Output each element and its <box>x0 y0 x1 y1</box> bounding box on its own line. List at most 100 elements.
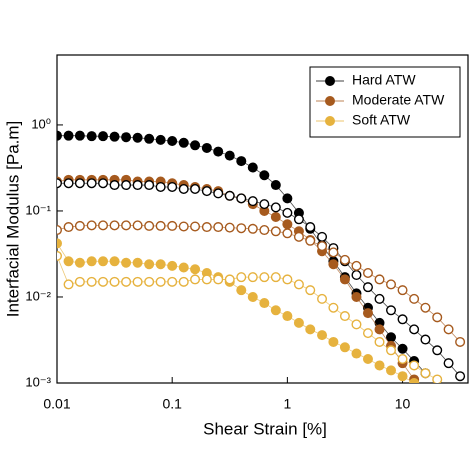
data-point <box>339 254 350 265</box>
data-point <box>57 250 62 261</box>
data-point <box>409 324 420 335</box>
data-point <box>409 293 420 304</box>
data-point <box>374 336 385 347</box>
data-point <box>351 291 362 302</box>
legend-marker <box>325 76 335 86</box>
data-point <box>374 324 385 335</box>
data-point <box>282 193 293 204</box>
data-point <box>201 186 212 197</box>
data-point <box>270 226 281 237</box>
data-point <box>247 196 258 207</box>
data-point <box>432 312 443 323</box>
data-point <box>213 188 224 199</box>
data-point <box>109 131 120 142</box>
data-point <box>98 256 109 267</box>
data-point <box>132 180 143 191</box>
data-point <box>63 279 74 290</box>
series-line <box>57 255 438 380</box>
data-point <box>63 130 74 141</box>
data-point <box>443 358 454 369</box>
data-point <box>420 302 431 313</box>
data-point <box>293 231 304 242</box>
data-point <box>397 371 408 382</box>
data-point <box>167 276 178 287</box>
plot-frame <box>56 54 469 384</box>
data-point <box>74 220 85 231</box>
data-point <box>155 134 166 145</box>
data-point <box>121 220 132 231</box>
data-point <box>190 264 201 275</box>
data-point <box>190 140 201 151</box>
data-point <box>259 225 270 236</box>
data-point <box>178 262 189 273</box>
data-point <box>317 330 328 341</box>
data-point <box>86 276 97 287</box>
data-point <box>213 274 224 285</box>
data-point <box>247 223 258 234</box>
data-point <box>409 378 420 383</box>
data-point <box>190 221 201 232</box>
data-point <box>236 272 247 283</box>
data-point <box>328 259 339 270</box>
data-point <box>236 156 247 167</box>
data-point <box>293 317 304 328</box>
data-point <box>167 260 178 271</box>
data-point <box>351 270 362 281</box>
data-point <box>270 272 281 283</box>
data-point <box>74 276 85 287</box>
data-point <box>432 374 443 383</box>
data-point <box>178 221 189 232</box>
data-point <box>362 267 373 278</box>
data-point <box>328 336 339 347</box>
data-point <box>247 162 258 173</box>
data-point <box>57 238 62 249</box>
data-point <box>224 274 235 285</box>
data-point <box>213 146 224 157</box>
data-point <box>86 220 97 231</box>
y-axis-label: Interfacial Modulus [Pa.m] <box>3 121 22 318</box>
data-point <box>132 257 143 268</box>
data-point <box>98 276 109 287</box>
data-point <box>270 202 281 213</box>
data-point <box>236 285 247 296</box>
data-point <box>397 354 408 365</box>
data-point <box>455 371 466 382</box>
data-point <box>443 324 454 335</box>
data-point <box>57 130 62 141</box>
data-point <box>374 360 385 371</box>
data-point <box>109 256 120 267</box>
data-point <box>397 314 408 325</box>
data-point <box>293 279 304 290</box>
data-point <box>293 214 304 225</box>
data-point <box>328 302 339 313</box>
legend-label: Soft ATW <box>352 112 411 128</box>
data-point <box>247 291 258 302</box>
data-point <box>63 256 74 267</box>
data-point <box>224 190 235 201</box>
data-point <box>339 274 350 285</box>
data-point <box>178 276 189 287</box>
data-point <box>121 132 132 143</box>
x-tick-label: 0.01 <box>43 396 70 412</box>
data-point <box>270 180 281 191</box>
data-point <box>144 259 155 270</box>
data-point <box>351 260 362 271</box>
data-point <box>86 131 97 142</box>
data-point <box>339 311 350 322</box>
data-point <box>282 207 293 218</box>
data-point <box>178 137 189 148</box>
data-point <box>178 183 189 194</box>
data-point <box>57 225 62 236</box>
data-point <box>305 235 316 246</box>
x-tick-label: 10 <box>395 396 411 412</box>
data-point <box>132 276 143 287</box>
data-point <box>155 220 166 231</box>
data-point <box>374 293 385 304</box>
data-point <box>362 328 373 339</box>
data-point <box>144 180 155 191</box>
data-point <box>86 178 97 189</box>
legend-marker <box>325 96 335 106</box>
legend-marker <box>325 116 335 126</box>
data-point <box>386 345 397 356</box>
